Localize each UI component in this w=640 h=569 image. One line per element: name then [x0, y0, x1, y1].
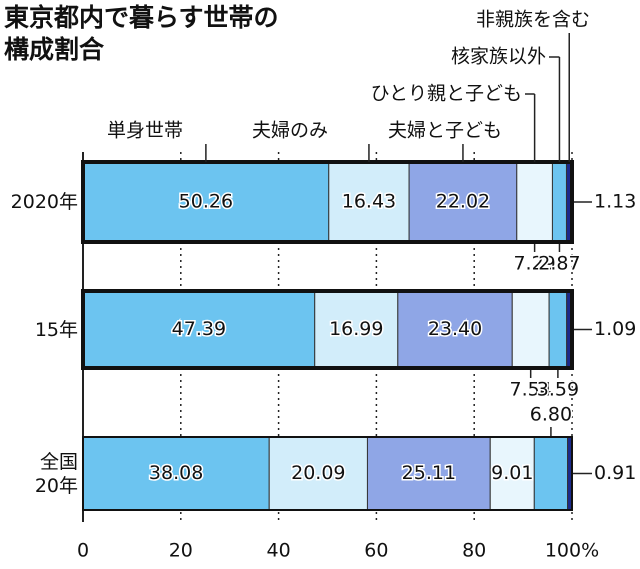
bar-segment [82, 290, 316, 369]
y-tick-label: 2020年 [10, 191, 78, 213]
legend-label: 核家族以外 [451, 46, 546, 68]
legend-label: 夫婦のみ [252, 120, 328, 142]
value-label: 2.87 [538, 253, 580, 275]
value-label: 23.40 [428, 318, 482, 340]
x-tick-label: 80 [462, 540, 486, 562]
bar-segment [533, 436, 569, 511]
value-label: 47.39 [172, 318, 226, 340]
value-label: 1.13 [594, 191, 636, 213]
value-label: 0.91 [594, 462, 636, 484]
legend-label: 単身世帯 [107, 120, 183, 142]
x-tick-label: 0 [77, 540, 89, 562]
y-tick-label: 全国 20年 [34, 450, 78, 497]
bar-segment [516, 161, 553, 243]
value-label: 9.01 [491, 462, 533, 484]
y-tick-label: 15年 [34, 318, 78, 341]
value-label: 7.29 [513, 253, 555, 275]
value-label: 3.59 [537, 379, 579, 401]
legend-label: 夫婦と子ども [388, 120, 502, 142]
bar-segment [551, 161, 567, 243]
value-label: 16.99 [329, 318, 383, 340]
x-tick-label: 40 [267, 540, 291, 562]
value-label: 16.43 [342, 191, 396, 213]
value-label: 38.08 [149, 462, 203, 484]
value-label: 25.11 [402, 462, 456, 484]
chart-title: 東京都内で暮らす世帯の 構成割合 [4, 3, 279, 64]
value-label: 50.26 [179, 191, 233, 213]
bar-segment [548, 290, 568, 369]
bar-outline [81, 289, 574, 370]
x-tick-label: 20 [169, 540, 193, 562]
value-label: 6.80 [530, 404, 572, 426]
value-label: 20.09 [291, 462, 345, 484]
bar-outline [82, 436, 573, 511]
x-tick-label: 100% [545, 540, 599, 562]
legend-label: 非親族を含む [476, 9, 590, 31]
value-label: 22.02 [436, 191, 490, 213]
bar-outline [81, 160, 574, 244]
x-tick-label: 60 [364, 540, 388, 562]
bar-segment [328, 161, 410, 243]
legend-label: ひとり親と子ども [371, 83, 522, 105]
value-label: 1.09 [594, 318, 636, 340]
bar-segment [408, 161, 518, 243]
value-label: 7.54 [510, 379, 552, 401]
bar-segment [511, 290, 550, 369]
